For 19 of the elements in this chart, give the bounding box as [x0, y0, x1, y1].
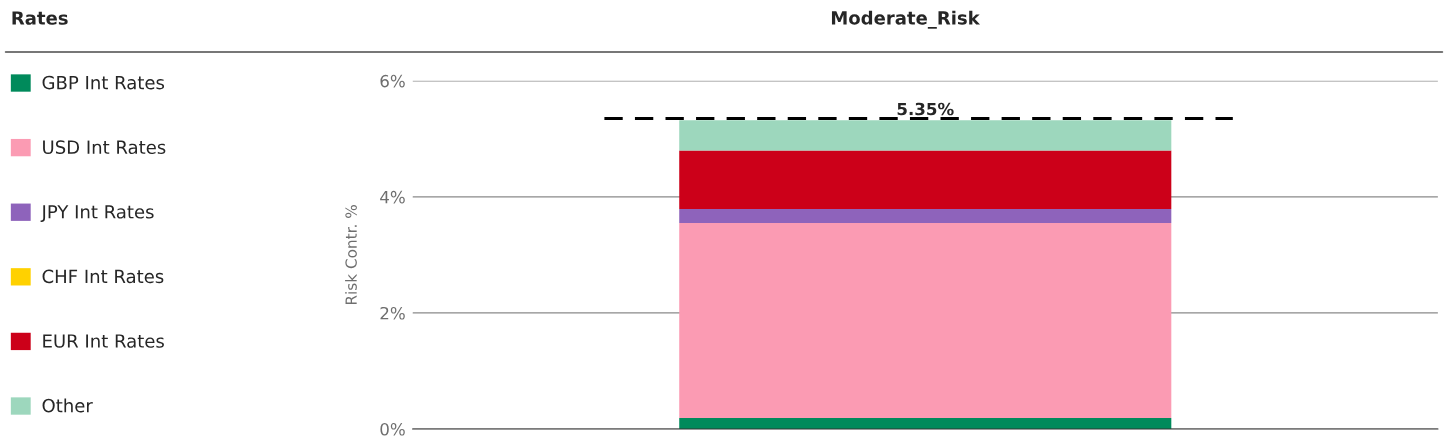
bar: [679, 223, 1172, 418]
y-tick-label: 6%: [380, 74, 405, 88]
legend-label: CHF Int Rates: [42, 269, 164, 284]
legend-label: EUR Int Rates: [43, 334, 164, 348]
bar: [679, 417, 1172, 430]
ref-line-label: 5.35%: [897, 102, 954, 116]
chart-title: Moderate_Risk: [831, 10, 981, 29]
y-tick-label: 4%: [380, 190, 405, 204]
legend-label: Other: [42, 398, 93, 413]
legend-title: Rates: [12, 11, 68, 25]
y-tick-label: 2%: [380, 306, 405, 320]
bar: [679, 209, 1172, 223]
bar: [679, 120, 1172, 151]
legend-label: GBP Int Rates: [42, 75, 165, 90]
y-axis-title: Risk Contr. %: [345, 205, 357, 305]
legend-label: JPY Int Rates: [40, 205, 154, 222]
legend-label: USD Int Rates: [43, 140, 166, 155]
y-tick-label: 0%: [380, 422, 405, 436]
bar: [679, 150, 1172, 210]
